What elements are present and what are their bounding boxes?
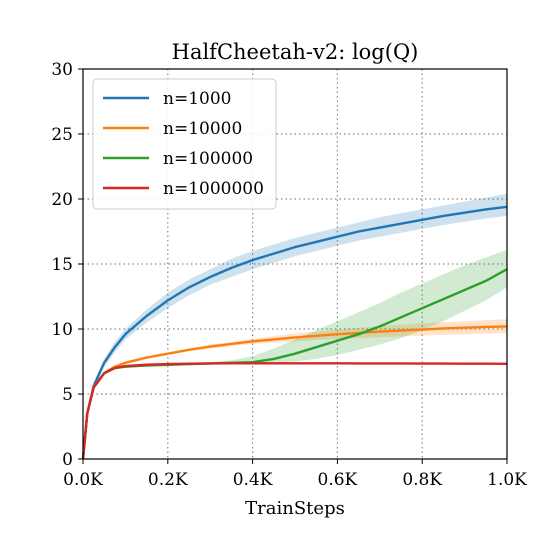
- confidence-bands: [83, 193, 507, 460]
- chart-title: HalfCheetah-v2: log(Q): [172, 40, 419, 64]
- tick-labels: 0.0K 0.2K 0.4K 0.6K 0.8K 1.0K 0 5 10 15 20 25 30: [51, 60, 527, 490]
- legend-label-4: n=1000000: [163, 179, 264, 199]
- x-tick-label: 1.0K: [487, 470, 527, 490]
- legend: n=1000 n=10000 n=100000 n=1000000: [92, 78, 277, 210]
- y-tick-label: 30: [51, 60, 73, 80]
- legend-box: [92, 78, 277, 210]
- x-tick-label: 0.0K: [63, 470, 103, 490]
- y-tick-label: 20: [51, 190, 73, 210]
- y-tick-label: 0: [62, 450, 73, 470]
- legend-label-1: n=1000: [163, 89, 231, 109]
- y-tick-label: 10: [51, 320, 73, 340]
- line-series-1: [81, 205, 508, 460]
- y-tick-label: 25: [51, 125, 73, 145]
- band-series-4: [83, 362, 507, 459]
- x-tick-label: 0.4K: [233, 470, 273, 490]
- legend-label-3: n=100000: [163, 149, 253, 169]
- axes: [78, 68, 508, 464]
- grid: [83, 69, 507, 459]
- x-tick-label: 0.2K: [148, 470, 188, 490]
- band-series-2: [83, 319, 507, 459]
- legend-label-2: n=10000: [163, 119, 242, 139]
- y-tick-label: 15: [51, 255, 73, 275]
- x-axis-label: TrainSteps: [245, 498, 345, 519]
- y-tick-label: 5: [62, 385, 73, 405]
- x-tick-label: 0.8K: [402, 470, 442, 490]
- series-lines: [81, 205, 508, 460]
- line-series-4: [81, 362, 508, 460]
- x-tick-label: 0.6K: [318, 470, 358, 490]
